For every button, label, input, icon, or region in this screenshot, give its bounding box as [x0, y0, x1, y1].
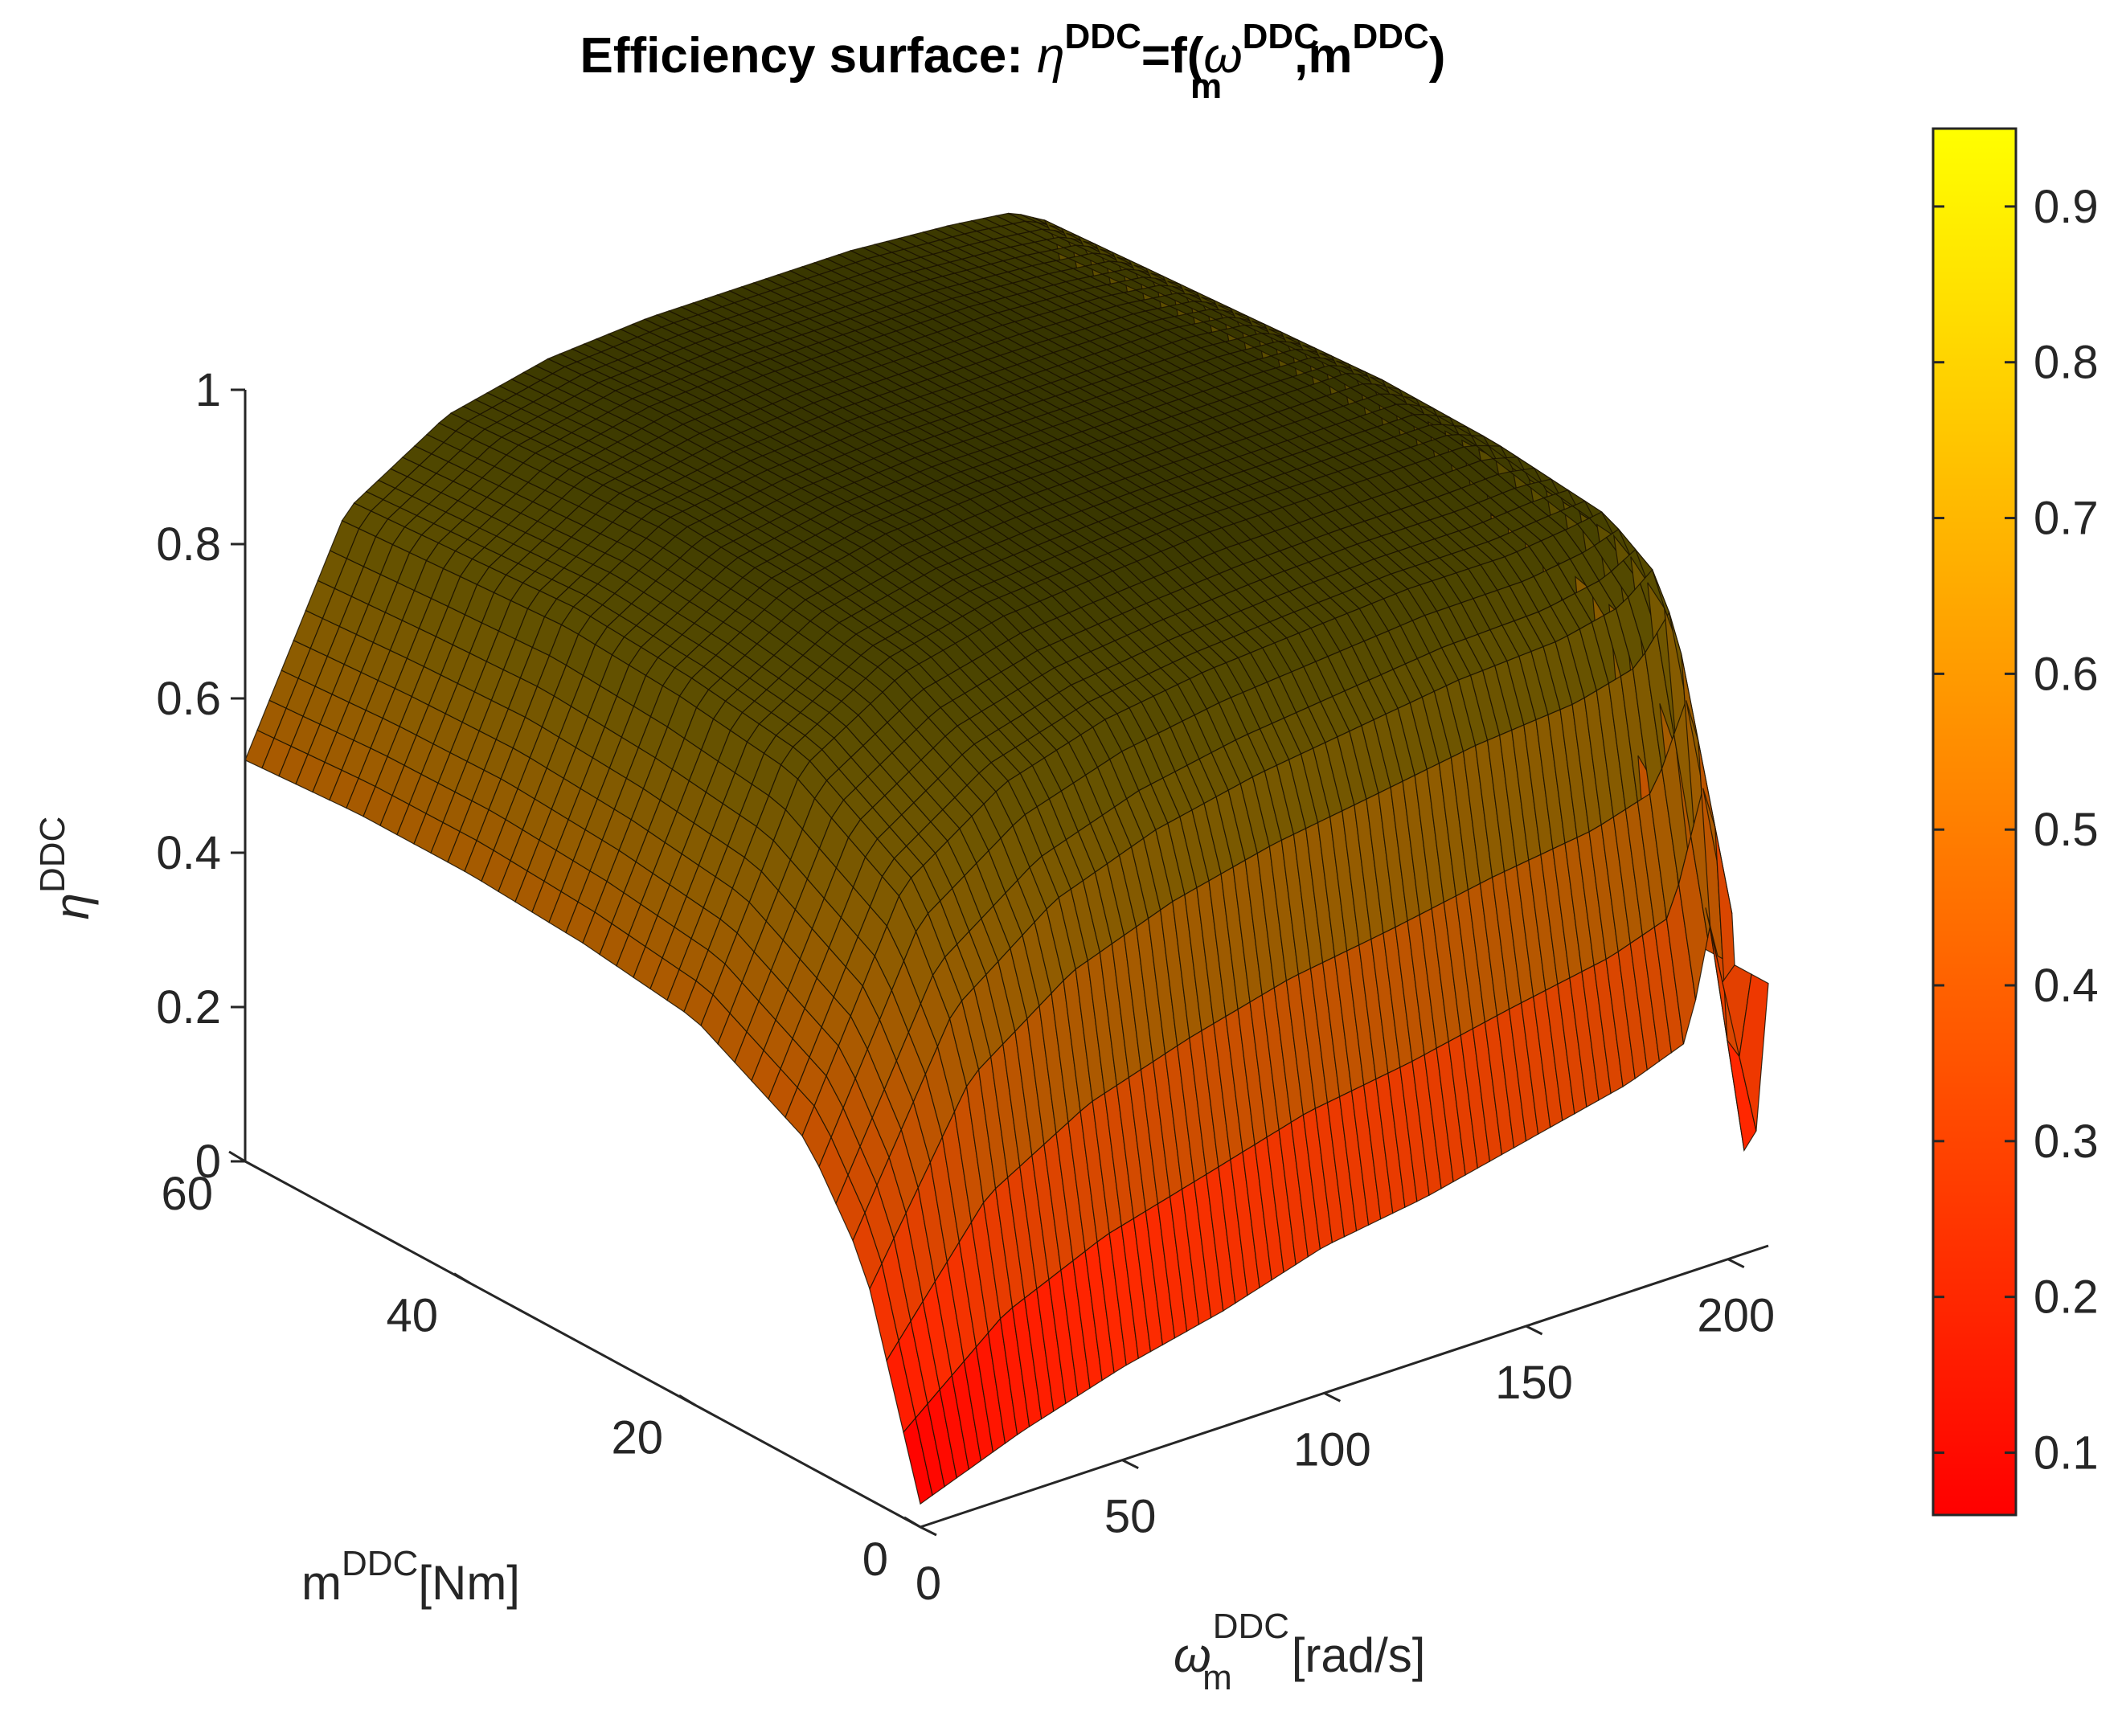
- y-tick-label: 20: [611, 1411, 663, 1464]
- x-axis-line: [920, 1244, 1769, 1529]
- y-tick-label: 0: [862, 1533, 888, 1586]
- z-tick-label: 1: [195, 364, 221, 416]
- z-axis-ticks: 0 0.2 0.4 0.6 0.8 1: [156, 364, 245, 1188]
- x-tick-label: 50: [1104, 1491, 1157, 1543]
- surface-patch: [1739, 973, 1769, 1132]
- y-tick-mark: [453, 1272, 471, 1284]
- x-tick-label: 200: [1697, 1290, 1775, 1342]
- colorbar-tick-label: 0.2: [2034, 1271, 2099, 1324]
- x-tick-label: 150: [1495, 1357, 1573, 1409]
- x-tick-label: 100: [1293, 1423, 1371, 1476]
- y-axis-ticks: 0 20 40 60: [161, 1150, 921, 1586]
- y-axis-label: mDDC[Nm]: [301, 1544, 520, 1610]
- x-axis-ticks: 0 50 100 150 200: [916, 1258, 1775, 1610]
- axes: [244, 390, 1769, 1529]
- y-tick-mark: [678, 1394, 696, 1406]
- colorbar-tick-label: 0.7: [2034, 493, 2099, 545]
- z-tick-label: 0: [195, 1136, 221, 1188]
- colorbar-tick-label: 0.8: [2034, 337, 2099, 389]
- y-axis-line: [244, 1160, 921, 1529]
- colorbar-ticks: 0.1 0.2 0.3 0.4 0.5 0.6 0.7 0.8 0.9: [1933, 181, 2099, 1479]
- colorbar-tick-label: 0.9: [2034, 181, 2099, 233]
- y-tick-mark: [228, 1150, 246, 1163]
- colorbar: [1932, 127, 2018, 1517]
- z-tick-label: 0.6: [156, 673, 221, 725]
- colorbar-tick-label: 0.1: [2034, 1427, 2099, 1479]
- x-tick-mark: [920, 1525, 937, 1537]
- x-tick-mark: [1525, 1325, 1543, 1336]
- colorbar-tick-label: 0.6: [2034, 648, 2099, 700]
- z-tick-label: 0.8: [156, 518, 221, 571]
- colorbar-tick-label: 0.4: [2034, 960, 2099, 1012]
- surface-mesh: [244, 212, 1769, 1505]
- y-tick-label: 60: [161, 1168, 213, 1220]
- z-axis-label: ηDDC: [33, 817, 99, 920]
- z-tick-label: 0.4: [156, 827, 221, 879]
- colorbar-tick-label: 0.3: [2034, 1116, 2099, 1168]
- x-axis-label: ωDDC m [rad/s]: [1174, 1607, 1425, 1697]
- x-tick-mark: [1323, 1391, 1342, 1402]
- z-tick-label: 0.2: [156, 981, 221, 1034]
- chart-title: Efficiency surface: ηDDC=f(ωDDC m,mDDC): [580, 17, 1446, 106]
- colorbar-tick-label: 0.5: [2034, 804, 2099, 856]
- y-tick-label: 40: [386, 1290, 438, 1342]
- x-tick-mark: [1727, 1258, 1745, 1269]
- x-tick-label: 0: [916, 1558, 941, 1610]
- x-tick-mark: [1121, 1459, 1139, 1470]
- y-tick-mark: [903, 1516, 921, 1529]
